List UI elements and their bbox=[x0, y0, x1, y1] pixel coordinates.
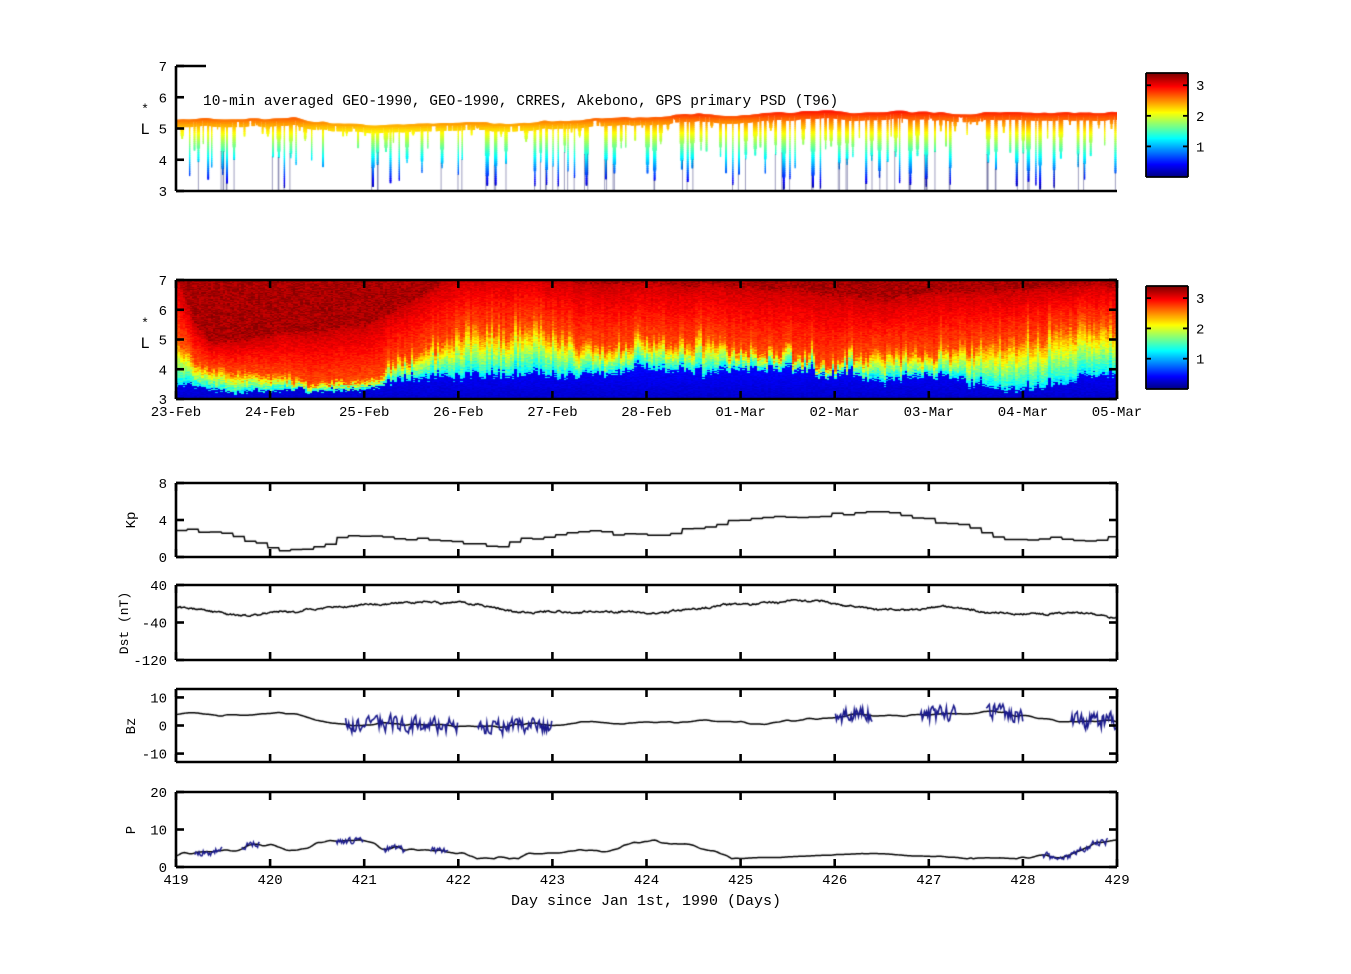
svg-text:2: 2 bbox=[1196, 322, 1204, 338]
svg-text:*: * bbox=[141, 316, 149, 331]
svg-text:6: 6 bbox=[159, 91, 167, 107]
svg-text:424: 424 bbox=[634, 873, 659, 889]
svg-text:24-Feb: 24-Feb bbox=[245, 405, 295, 421]
svg-text:5: 5 bbox=[159, 334, 167, 350]
svg-text:421: 421 bbox=[352, 873, 377, 889]
svg-text:419: 419 bbox=[163, 873, 188, 889]
svg-text:-10: -10 bbox=[142, 748, 167, 764]
svg-text:1: 1 bbox=[1196, 140, 1204, 156]
svg-text:3: 3 bbox=[159, 185, 167, 201]
svg-text:5: 5 bbox=[159, 123, 167, 139]
svg-text:422: 422 bbox=[446, 873, 471, 889]
svg-text:4: 4 bbox=[159, 514, 167, 530]
svg-text:*: * bbox=[141, 102, 149, 117]
svg-text:4: 4 bbox=[159, 363, 167, 379]
svg-text:05-Mar: 05-Mar bbox=[1092, 405, 1142, 421]
svg-text:Kp: Kp bbox=[124, 512, 140, 529]
svg-text:427: 427 bbox=[916, 873, 941, 889]
svg-text:03-Mar: 03-Mar bbox=[904, 405, 954, 421]
svg-text:L: L bbox=[140, 335, 150, 353]
svg-text:426: 426 bbox=[822, 873, 847, 889]
svg-text:Bz: Bz bbox=[124, 718, 140, 735]
svg-text:10-min averaged GEO-1990, GEO-: 10-min averaged GEO-1990, GEO-1990, CRRE… bbox=[203, 94, 838, 110]
svg-text:1: 1 bbox=[1196, 353, 1204, 369]
svg-text:429: 429 bbox=[1104, 873, 1129, 889]
svg-text:-120: -120 bbox=[133, 654, 167, 670]
svg-text:7: 7 bbox=[159, 274, 167, 290]
svg-text:23-Feb: 23-Feb bbox=[151, 405, 201, 421]
svg-text:423: 423 bbox=[540, 873, 565, 889]
svg-text:20: 20 bbox=[150, 786, 167, 802]
svg-text:425: 425 bbox=[728, 873, 753, 889]
svg-text:01-Mar: 01-Mar bbox=[715, 405, 765, 421]
svg-text:04-Mar: 04-Mar bbox=[998, 405, 1048, 421]
svg-text:7: 7 bbox=[159, 60, 167, 76]
svg-text:0: 0 bbox=[159, 720, 167, 736]
svg-text:02-Mar: 02-Mar bbox=[809, 405, 859, 421]
svg-text:-40: -40 bbox=[142, 617, 167, 633]
svg-text:6: 6 bbox=[159, 304, 167, 320]
svg-text:3: 3 bbox=[1196, 292, 1204, 308]
svg-text:Dst (nT): Dst (nT) bbox=[117, 592, 132, 654]
svg-text:8: 8 bbox=[159, 477, 167, 493]
svg-text:28-Feb: 28-Feb bbox=[621, 405, 671, 421]
svg-text:L: L bbox=[140, 121, 150, 139]
svg-text:10: 10 bbox=[150, 824, 167, 840]
svg-text:P: P bbox=[124, 826, 140, 834]
svg-text:428: 428 bbox=[1010, 873, 1035, 889]
svg-text:25-Feb: 25-Feb bbox=[339, 405, 389, 421]
svg-text:26-Feb: 26-Feb bbox=[433, 405, 483, 421]
svg-text:420: 420 bbox=[257, 873, 282, 889]
svg-text:27-Feb: 27-Feb bbox=[527, 405, 577, 421]
svg-text:Day since Jan 1st, 1990 (Days): Day since Jan 1st, 1990 (Days) bbox=[511, 893, 781, 910]
svg-text:0: 0 bbox=[159, 551, 167, 567]
svg-text:2: 2 bbox=[1196, 110, 1204, 126]
svg-text:40: 40 bbox=[150, 579, 167, 595]
svg-text:4: 4 bbox=[159, 154, 167, 170]
svg-text:3: 3 bbox=[1196, 79, 1204, 95]
svg-text:10: 10 bbox=[150, 691, 167, 707]
